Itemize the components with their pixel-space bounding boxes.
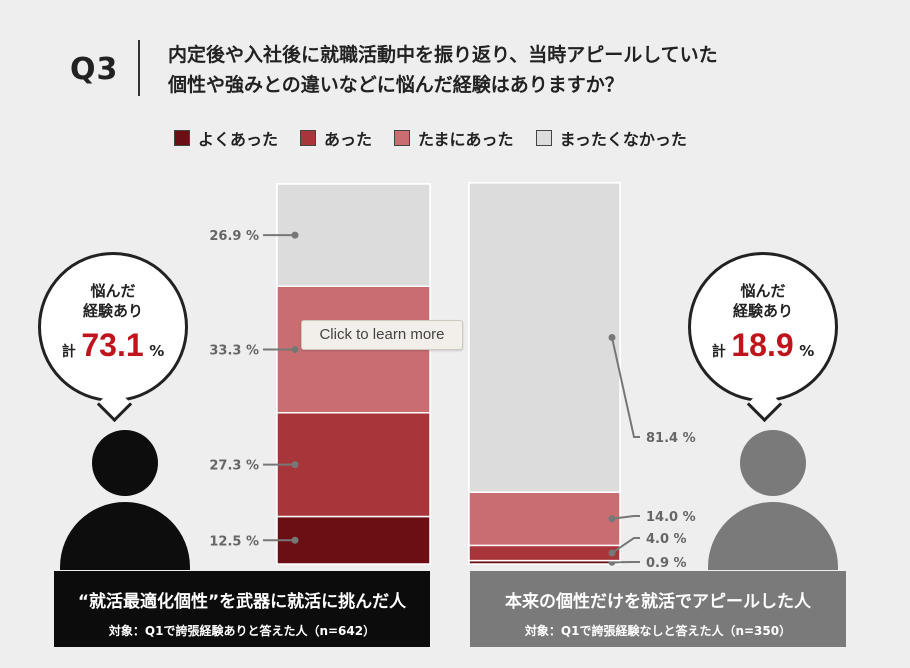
bar-segment-1-3 bbox=[468, 182, 621, 493]
bubble-left-unit: % bbox=[149, 342, 165, 360]
group-banner-left: “就活最適化個性”を武器に就活に挑んだ人 対象：Q1で誇張経験ありと答えた人（n… bbox=[54, 571, 430, 647]
legend-item-often: よくあった bbox=[174, 126, 278, 150]
chart-legend: よくあった あった たまにあった まったくなかった bbox=[174, 126, 687, 150]
question-number: Q3 bbox=[70, 52, 119, 87]
legend-label-never: まったくなかった bbox=[559, 130, 687, 149]
bubble-right-heading: 悩んだ 経験あり bbox=[691, 281, 835, 321]
legend-item-never: まったくなかった bbox=[535, 126, 687, 150]
person-silhouette-right-icon bbox=[708, 430, 838, 570]
data-label-0-3: 26.9 % bbox=[209, 229, 259, 244]
data-label-1-2: 14.0 % bbox=[646, 510, 696, 525]
bubble-right-total: 計 18.9 % bbox=[691, 327, 835, 364]
bar-segment-0-3 bbox=[276, 183, 431, 287]
legend-label-occasionally: たまにあった bbox=[418, 130, 514, 149]
bubble-left-total: 計 73.1 % bbox=[41, 327, 185, 364]
legend-label-often: よくあった bbox=[198, 130, 279, 149]
bubble-right-head-2: 経験あり bbox=[732, 302, 793, 320]
person-left-shoulders bbox=[60, 502, 190, 570]
data-label-leader-1-3 bbox=[611, 337, 640, 438]
bubble-left-head-1: 悩んだ bbox=[90, 282, 136, 300]
legend-swatch-often bbox=[174, 130, 190, 146]
bubble-right-value: 18.9 bbox=[731, 327, 794, 363]
bar-segment-0-1 bbox=[276, 412, 431, 518]
person-left-head bbox=[92, 430, 158, 496]
bubble-left-value: 73.1 bbox=[81, 327, 144, 363]
legend-item-occasionally: たまにあった bbox=[394, 126, 514, 150]
legend-item-sometimes: あった bbox=[300, 126, 372, 150]
data-label-1-3: 81.4 % bbox=[646, 431, 696, 446]
banner-left-subtitle: 対象：Q1で誇張経験ありと答えた人（n=642） bbox=[108, 624, 376, 638]
question-divider bbox=[138, 40, 140, 96]
data-label-0-0: 12.5 % bbox=[209, 534, 259, 549]
legend-swatch-sometimes bbox=[300, 130, 317, 146]
data-label-1-1: 4.0 % bbox=[646, 532, 687, 547]
bar-segment-0-0 bbox=[276, 515, 431, 565]
data-label-0-2: 33.3 % bbox=[209, 343, 259, 358]
bubble-left-head-2: 経験あり bbox=[82, 302, 143, 320]
data-label-leader-1-2 bbox=[611, 515, 640, 520]
bubble-left-kei: 計 bbox=[61, 344, 76, 360]
question-line-1: 内定後や入社後に就職活動中を振り返り、当時アピールしていた bbox=[168, 44, 718, 66]
question-line-2: 個性や強みとの違いなどに悩んだ経験はありますか？ bbox=[168, 74, 624, 96]
person-silhouette-left-icon bbox=[60, 430, 190, 570]
bubble-right-head-1: 悩んだ bbox=[740, 282, 786, 300]
data-label-0-1: 27.3 % bbox=[209, 459, 259, 474]
bubble-left-heading: 悩んだ 経験あり bbox=[41, 281, 185, 321]
group-banner-right: 本来の個性だけを就活でアピールした人 対象：Q1で誇張経験なしと答えた人（n=3… bbox=[470, 571, 846, 647]
bubble-right-unit: % bbox=[799, 342, 815, 360]
banner-right-title: 本来の個性だけを就活でアピールした人 bbox=[505, 592, 811, 612]
person-right-head bbox=[740, 430, 806, 496]
speech-bubble-right: 悩んだ 経験あり 計 18.9 % bbox=[688, 252, 838, 402]
person-right-shoulders bbox=[708, 502, 838, 570]
banner-left-title: “就活最適化個性”を武器に就活に挑んだ人 bbox=[77, 592, 407, 612]
bar-segment-1-1 bbox=[468, 544, 621, 562]
question-text: 内定後や入社後に就職活動中を振り返り、当時アピールしていた 個性や強みとの違いな… bbox=[168, 40, 788, 100]
speech-bubble-left: 悩んだ 経験あり 計 73.1 % bbox=[38, 252, 188, 402]
bar-segment-1-2 bbox=[468, 491, 621, 547]
banner-right-subtitle: 対象：Q1で誇張経験なしと答えた人（n=350） bbox=[524, 624, 792, 638]
bubble-right-kei: 計 bbox=[711, 344, 726, 360]
legend-swatch-never bbox=[535, 130, 552, 146]
data-label-leader-1-1 bbox=[611, 537, 640, 554]
legend-swatch-occasionally bbox=[394, 130, 411, 146]
legend-label-sometimes: あった bbox=[324, 130, 373, 149]
learn-more-tooltip[interactable]: Click to learn more bbox=[301, 320, 463, 350]
data-label-1-0: 0.9 % bbox=[646, 556, 687, 571]
